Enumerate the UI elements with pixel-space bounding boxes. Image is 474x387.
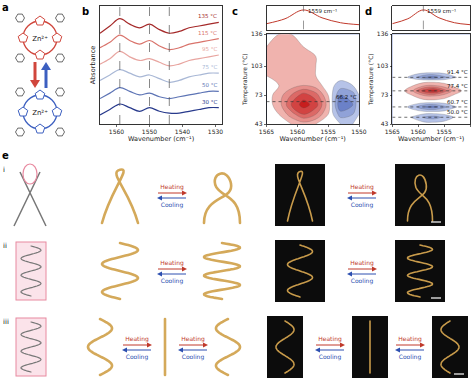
- svg-text:Heating: Heating: [350, 183, 374, 191]
- svg-text:Cooling: Cooling: [351, 277, 374, 285]
- svg-text:1559 cm⁻¹: 1559 cm⁻¹: [427, 8, 456, 14]
- svg-text:1550: 1550: [351, 128, 366, 135]
- svg-text:75 °C: 75 °C: [202, 64, 217, 70]
- svg-text:Heating: Heating: [318, 335, 342, 343]
- svg-text:60.7 °C: 60.7 °C: [447, 99, 468, 105]
- svg-text:136: 136: [377, 30, 389, 37]
- svg-text:115 °C: 115 °C: [198, 30, 217, 36]
- svg-text:Cooling: Cooling: [126, 353, 149, 361]
- svg-text:Wavenumber (cm⁻¹): Wavenumber (cm⁻¹): [398, 135, 464, 143]
- svg-text:a: a: [2, 2, 9, 13]
- svg-text:iii: iii: [3, 318, 9, 326]
- svg-text:i: i: [3, 166, 5, 174]
- svg-text:1565: 1565: [385, 128, 400, 135]
- svg-text:Absorbance: Absorbance: [89, 46, 97, 84]
- svg-text:ii: ii: [3, 242, 7, 250]
- svg-text:50 °C: 50 °C: [202, 82, 217, 88]
- svg-text:66.2 °C: 66.2 °C: [336, 94, 357, 100]
- svg-text:1559 cm⁻¹: 1559 cm⁻¹: [308, 8, 337, 14]
- svg-text:Heating: Heating: [125, 335, 149, 343]
- svg-text:95 °C: 95 °C: [202, 46, 217, 52]
- svg-text:Cooling: Cooling: [351, 201, 374, 209]
- svg-text:Cooling: Cooling: [399, 353, 422, 361]
- svg-text:Heating: Heating: [181, 335, 205, 343]
- svg-text:Cooling: Cooling: [161, 201, 184, 209]
- svg-text:43: 43: [255, 120, 263, 127]
- svg-text:135 °C: 135 °C: [198, 13, 217, 19]
- svg-text:1565: 1565: [259, 128, 274, 135]
- svg-text:Heating: Heating: [160, 183, 184, 191]
- svg-text:Cooling: Cooling: [161, 277, 184, 285]
- svg-text:1550: 1550: [142, 128, 157, 135]
- svg-text:1560: 1560: [109, 128, 124, 135]
- svg-text:Cooling: Cooling: [182, 353, 205, 361]
- svg-text:73: 73: [381, 91, 389, 98]
- svg-text:1530: 1530: [208, 128, 223, 135]
- svg-text:Heating: Heating: [160, 259, 184, 267]
- svg-text:91.4 °C: 91.4 °C: [447, 69, 468, 75]
- svg-text:1540: 1540: [175, 128, 190, 135]
- svg-text:103: 103: [251, 62, 263, 69]
- svg-text:136: 136: [251, 30, 263, 37]
- svg-text:b: b: [82, 6, 89, 17]
- svg-text:Heating: Heating: [350, 259, 374, 267]
- svg-text:77.4 °C: 77.4 °C: [447, 83, 468, 89]
- svg-text:1555: 1555: [321, 128, 336, 135]
- svg-text:Zn²⁺: Zn²⁺: [32, 109, 48, 117]
- svg-text:c: c: [232, 6, 238, 17]
- svg-text:73: 73: [255, 91, 263, 98]
- svg-text:Zn²⁺: Zn²⁺: [32, 35, 48, 43]
- svg-text:1560: 1560: [290, 128, 305, 135]
- svg-text:d: d: [365, 6, 372, 17]
- svg-text:50.0 °C: 50.0 °C: [447, 109, 468, 115]
- svg-text:e: e: [2, 150, 9, 161]
- svg-text:Temperature (°C): Temperature (°C): [367, 53, 375, 106]
- svg-text:30 °C: 30 °C: [202, 99, 217, 105]
- svg-text:Wavenumber (cm⁻¹): Wavenumber (cm⁻¹): [280, 135, 346, 143]
- svg-text:43: 43: [381, 120, 389, 127]
- svg-text:Temperature (°C): Temperature (°C): [241, 53, 249, 106]
- svg-text:103: 103: [377, 62, 389, 69]
- svg-text:1560: 1560: [411, 128, 426, 135]
- svg-text:Heating: Heating: [398, 335, 422, 343]
- svg-text:1555: 1555: [436, 128, 451, 135]
- svg-text:Wavenumber (cm⁻¹): Wavenumber (cm⁻¹): [128, 135, 194, 143]
- svg-text:Cooling: Cooling: [319, 353, 342, 361]
